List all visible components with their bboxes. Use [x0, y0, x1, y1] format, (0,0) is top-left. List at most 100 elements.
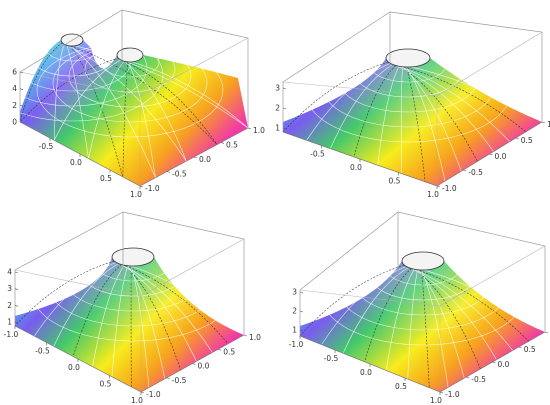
mesh-line	[70, 45, 156, 178]
mesh-line	[127, 61, 156, 178]
y-tick-label: 0.5	[226, 141, 238, 150]
mesh-ring	[63, 244, 203, 312]
y-tick	[243, 334, 248, 337]
peak-cap	[111, 247, 155, 267]
y-tick	[247, 127, 252, 130]
mesh-line	[123, 60, 187, 162]
x-tick-label: 0.0	[68, 363, 80, 372]
panel-top-right: 123-0.50.00.51.0-1.0-0.50.00.51.0	[275, 11, 550, 199]
y-tick	[220, 142, 225, 144]
peak-cap	[385, 48, 431, 68]
z-tick-label: 3	[7, 284, 12, 293]
mesh-line	[282, 61, 389, 133]
mesh-line	[72, 264, 122, 357]
x-tick-label: -0.5	[324, 354, 339, 363]
surface-highlight	[283, 58, 542, 186]
y-tick-label: 0.0	[495, 152, 507, 161]
mesh-line	[411, 268, 497, 360]
x-tick-label: 1.0	[427, 190, 439, 199]
mesh-line	[420, 269, 430, 388]
y-tick-label: 0.0	[199, 155, 211, 164]
mesh-line	[116, 262, 229, 344]
z-tick	[19, 71, 24, 74]
mesh-line	[385, 269, 415, 371]
z-tick-label: 2	[7, 301, 12, 310]
mesh-line	[400, 66, 403, 174]
z-tick	[14, 305, 19, 307]
x-tick-label: 0.0	[360, 368, 372, 377]
mesh-ring	[369, 249, 477, 301]
y-tick	[166, 377, 170, 380]
y-tick	[466, 376, 470, 379]
z-tick-label: 1	[292, 326, 297, 335]
y-tick-label: -1.0	[445, 390, 460, 399]
z-tick	[282, 107, 287, 110]
mesh-line	[392, 64, 510, 142]
z-tick-label: 1	[275, 124, 280, 133]
mesh-ring	[31, 242, 235, 342]
z-tick	[282, 87, 287, 90]
mesh-ring	[321, 246, 525, 346]
mesh-line	[127, 265, 166, 379]
x-tick-label: 0.0	[350, 163, 362, 172]
x-tick-label: -1.0	[289, 340, 304, 349]
mesh-line	[34, 262, 117, 337]
mesh-ring	[369, 47, 447, 83]
y-tick-label: 0.5	[223, 347, 235, 356]
mesh-line	[405, 66, 426, 182]
y-tick-label: 1.0	[253, 126, 265, 135]
mesh-ring	[95, 246, 171, 282]
panel-bottom-right: 123-1.0-0.50.00.51.0-1.0-0.50.00.51.0	[289, 211, 549, 405]
y-tick-label: -1.0	[442, 184, 457, 193]
mesh-line	[342, 267, 409, 354]
mesh-line	[330, 64, 393, 149]
z-tick	[14, 321, 19, 324]
mesh-ring	[321, 44, 495, 128]
mesh-ring	[385, 250, 461, 286]
y-tick-label: -1.0	[146, 390, 161, 399]
y-tick-label: -0.5	[471, 375, 486, 384]
y-tick-label: 0.0	[498, 360, 510, 369]
y-tick	[492, 361, 496, 364]
z-tick	[282, 127, 287, 130]
mesh-line	[122, 61, 129, 177]
y-tick	[439, 391, 444, 394]
z-tick-label: 4	[7, 268, 12, 277]
mesh-line	[390, 63, 527, 133]
mesh-ring	[305, 43, 511, 143]
z-tick-label: 2	[12, 101, 17, 110]
mesh-line	[306, 63, 391, 141]
y-tick	[489, 153, 493, 156]
y-tick	[463, 169, 467, 172]
x-tick-label: 1.0	[130, 190, 142, 199]
mesh-line	[54, 59, 121, 141]
mesh-ring	[353, 46, 463, 98]
mesh-line	[420, 269, 449, 388]
mesh-ring	[52, 43, 208, 123]
mesh-ring	[353, 248, 493, 316]
mesh-line	[395, 65, 494, 152]
y-tick	[192, 363, 196, 365]
z-tick	[299, 310, 304, 313]
y-tick	[166, 171, 171, 173]
mesh-line	[70, 45, 124, 177]
mesh-line	[14, 260, 115, 327]
mesh-line	[377, 66, 400, 166]
mesh-line	[53, 263, 119, 347]
mesh-line	[19, 57, 119, 123]
y-tick	[140, 391, 145, 394]
z-tick	[14, 288, 19, 290]
z-tick	[299, 291, 304, 294]
y-tick-label: -0.5	[468, 168, 483, 177]
z-tick-label: 3	[292, 288, 297, 297]
z-tick	[19, 105, 24, 107]
mesh-line	[414, 268, 481, 370]
mesh-ring	[28, 31, 116, 77]
z-tick-label: 3	[275, 84, 280, 93]
y-tick-label: 0.0	[198, 362, 210, 371]
mesh-line	[299, 264, 405, 337]
mesh-line	[118, 263, 213, 353]
mesh-line	[398, 65, 478, 162]
y-tick	[193, 156, 198, 159]
